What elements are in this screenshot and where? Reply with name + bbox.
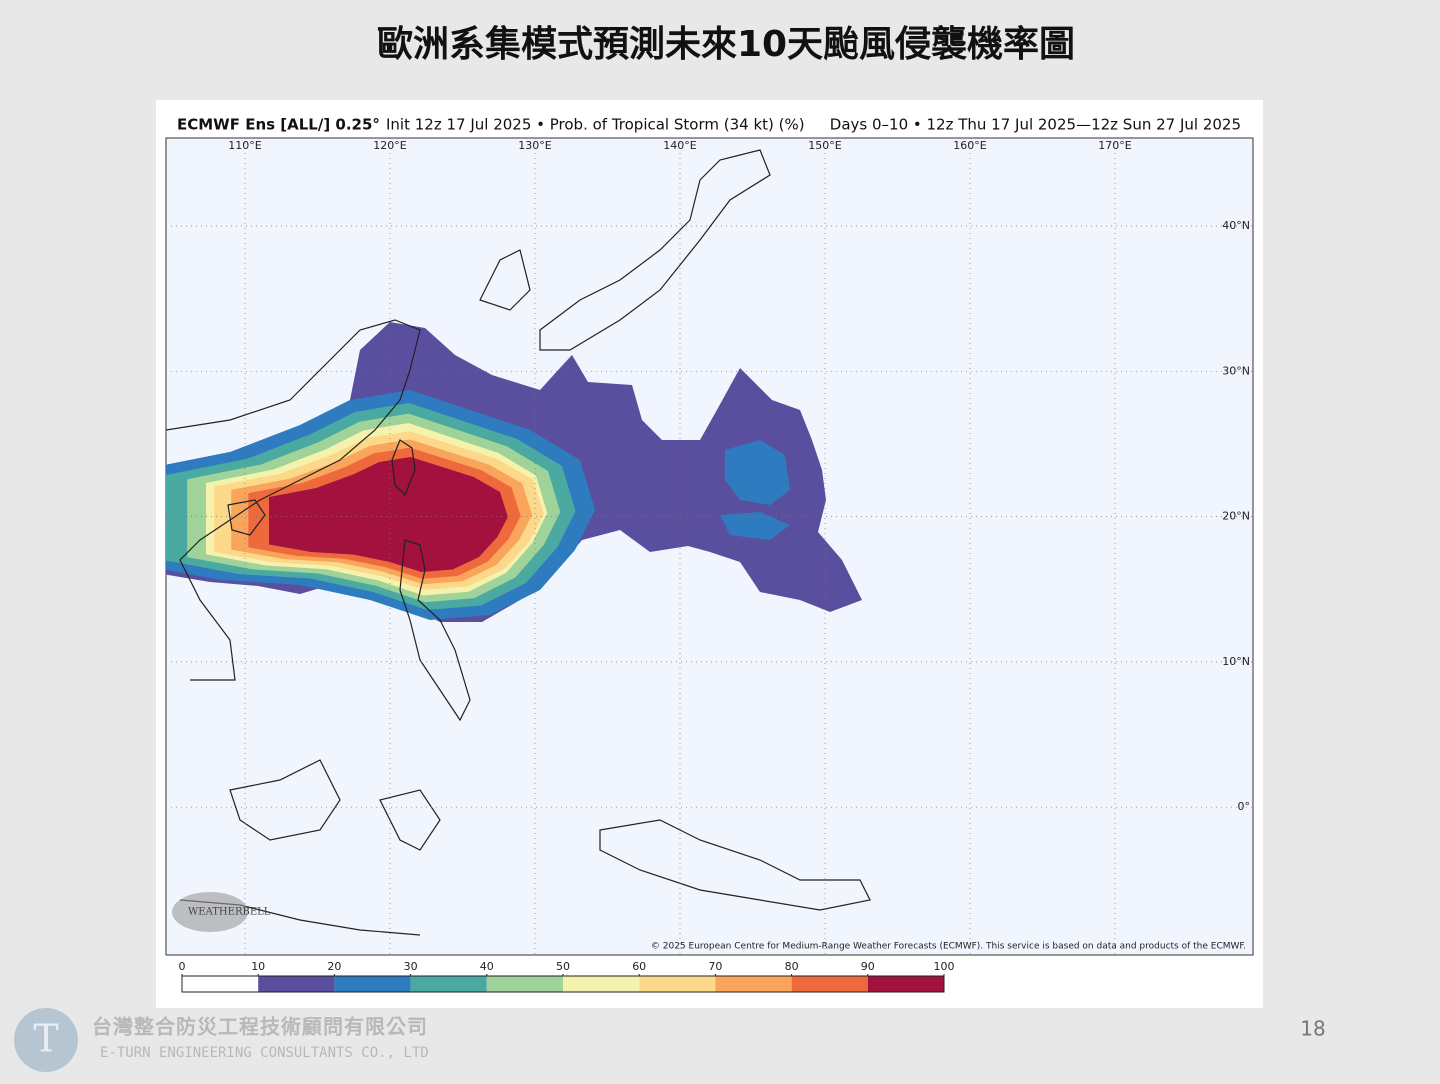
watermark-text: WEATHERBELL: [188, 907, 271, 918]
lat-label: 40°N: [1222, 219, 1250, 232]
colorbar-swatch: [182, 976, 259, 992]
lon-label: 120°E: [373, 139, 406, 152]
china-coast: [166, 319, 421, 681]
colorbar-tick-label: 70: [708, 960, 722, 973]
lat-label: 20°N: [1222, 510, 1250, 523]
lat-label: 30°N: [1222, 364, 1250, 377]
logo-letter: T: [33, 1017, 58, 1061]
lon-label: 130°E: [518, 139, 551, 152]
colorbar-swatch: [791, 976, 868, 992]
colorbar-swatch: [563, 976, 640, 992]
colorbar-swatch: [334, 976, 411, 992]
colorbar-tick-label: 20: [327, 960, 341, 973]
lon-label: 110°E: [228, 139, 261, 152]
korea: [479, 249, 531, 311]
new-guinea: [599, 819, 871, 911]
company-name-en: E-TURN ENGINEERING CONSULTANTS CO., LTD: [100, 1045, 429, 1061]
colorbar-tick-label: 90: [861, 960, 875, 973]
page-number: 18: [1300, 1017, 1325, 1041]
colorbar-swatch: [639, 976, 716, 992]
japan: [539, 149, 771, 351]
probability-field: [166, 322, 862, 622]
colorbar-swatch: [486, 976, 563, 992]
company-name-zh: 台灣整合防災工程技術顧問有限公司: [92, 1015, 428, 1039]
logo-circle: [14, 1008, 78, 1072]
map-header-period: Days 0–10 • 12z Thu 17 Jul 2025—12z Sun …: [830, 116, 1241, 134]
watermark-logo: WEATHERBELL: [172, 892, 271, 932]
company-logo: T: [14, 1008, 78, 1072]
colorbar-tick-label: 40: [480, 960, 494, 973]
map-header-model: ECMWF Ens [ALL/] 0.25°: [177, 116, 380, 134]
map-header-product: Init 12z 17 Jul 2025 • Prob. of Tropical…: [386, 116, 805, 134]
lon-label: 140°E: [663, 139, 696, 152]
colorbar-swatch: [715, 976, 792, 992]
copyright: © 2025 European Centre for Medium-Range …: [651, 942, 1246, 952]
colorbar-tick-label: 100: [934, 960, 955, 973]
taiwan: [391, 439, 416, 497]
prob-area-level-9: [269, 457, 508, 572]
colorbar-swatch: [867, 976, 944, 992]
lat-label: 0°: [1238, 800, 1251, 813]
colorbar-tick-label: 80: [785, 960, 799, 973]
watermark-icon: [172, 892, 248, 932]
colorbar-swatch: [258, 976, 335, 992]
philippines: [399, 539, 471, 722]
colorbar-tick-label: 0: [179, 960, 186, 973]
slide-title: 歐洲系集模式預測未來10天颱風侵襲機率圖: [377, 24, 1075, 65]
hainan: [227, 499, 266, 536]
colorbar-swatch: [410, 976, 487, 992]
lat-label: 10°N: [1222, 655, 1250, 668]
colorbar: 0 10 20 30 40 50 60 70 80 90 100: [179, 960, 955, 993]
sulawesi: [379, 789, 441, 851]
lon-label: 170°E: [1098, 139, 1131, 152]
prob-area-level-2: [720, 440, 790, 540]
colorbar-tick-label: 10: [251, 960, 265, 973]
lon-label: 160°E: [953, 139, 986, 152]
colorbar-tick-label: 30: [404, 960, 418, 973]
colorbar-tick-label: 50: [556, 960, 570, 973]
colorbar-tick-label: 60: [632, 960, 646, 973]
lon-label: 150°E: [808, 139, 841, 152]
graticule: 110°E 120°E 130°E 140°E 150°E 160°E 170°E 40°N 3…: [166, 138, 1253, 955]
coastlines: [166, 149, 871, 936]
